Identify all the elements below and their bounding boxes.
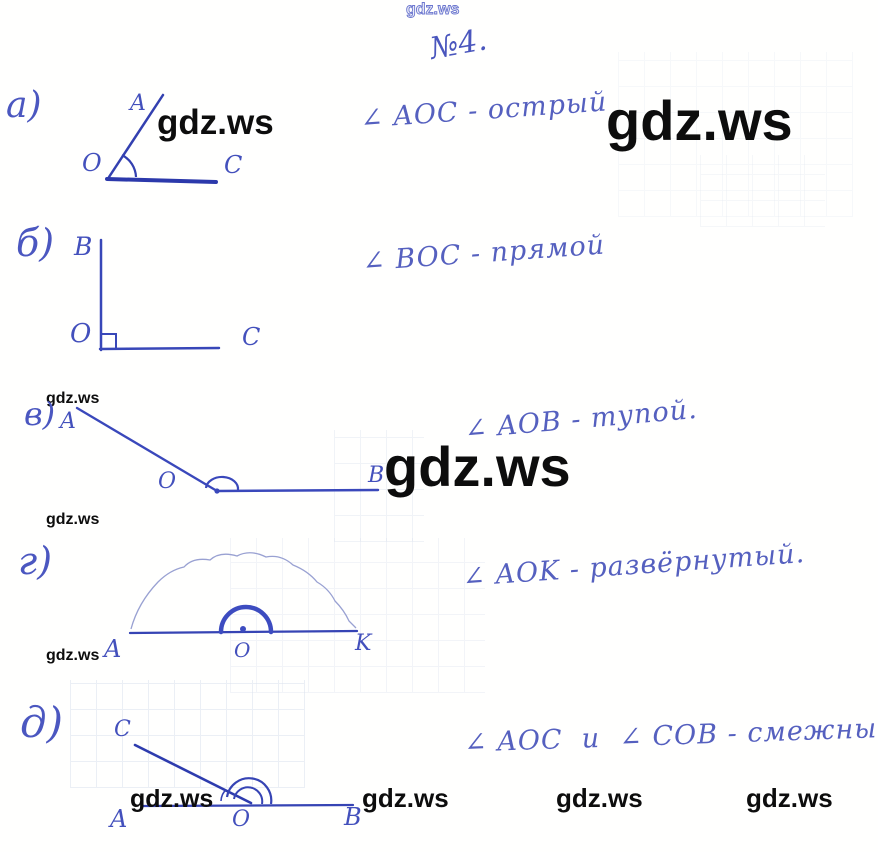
angle-d-ray-oc: [133, 743, 253, 805]
watermark-bottom-3: gdz.ws: [556, 783, 643, 813]
watermark-big-mid: gdz.ws: [384, 435, 571, 498]
point-label-c: C: [242, 323, 261, 351]
angle-a-ray-oa: [107, 93, 165, 179]
angle-d-arc-inner: [233, 786, 264, 805]
watermark-small-1: gdz.ws: [46, 390, 100, 407]
angle-b-right-angle-mark: [101, 333, 117, 349]
angle-a-arc: [121, 154, 138, 178]
watermark-small-3: gdz.ws: [46, 647, 100, 664]
section-v-label: в): [24, 395, 56, 433]
angle-v-vertex-dot: [214, 488, 220, 494]
section-g-label: г): [18, 539, 53, 583]
watermark-bottom-2: gdz.ws: [362, 783, 449, 813]
angle-v-ray-ob: [215, 488, 380, 493]
angle-d-arc-tick: [220, 789, 227, 802]
watermark-big-right: gdz.ws: [606, 89, 793, 152]
point-label-a: A: [104, 635, 122, 663]
point-label-a: A: [60, 409, 76, 434]
watermark-small-2: gdz.ws: [46, 511, 100, 528]
watermark-bottom-1: gdz.ws: [130, 785, 214, 813]
angle-a-ray-oc: [105, 177, 218, 184]
angle-d-line-ab: [141, 803, 355, 808]
point-label-b: B: [74, 232, 93, 261]
point-label-o: O: [158, 469, 177, 494]
section-b-label: б): [16, 221, 55, 265]
point-label-b: B: [344, 803, 362, 831]
angle-b-ray-oc: [98, 346, 221, 351]
section-d-label: д): [20, 698, 64, 747]
angle-g-faint-sketch-arc: [130, 552, 357, 630]
angle-g-arc: [218, 604, 274, 635]
angle-d-arc-outer: [225, 777, 273, 805]
point-label-a: A: [110, 805, 128, 833]
angle-v-ray-oa: [75, 406, 219, 493]
watermark-a: gdz.ws: [157, 103, 274, 142]
point-label-c: C: [114, 717, 131, 742]
point-label-o: O: [70, 319, 92, 349]
section-a-label: а): [6, 85, 42, 126]
point-label-o: O: [82, 149, 102, 177]
watermark-top: gdz.ws: [406, 1, 460, 18]
point-label-c: C: [224, 151, 243, 179]
watermark-bottom-4: gdz.ws: [746, 783, 833, 813]
point-label-o: O: [232, 807, 251, 832]
angle-g-vertex-dot: [240, 626, 246, 632]
point-label-a: A: [130, 91, 146, 116]
angle-g-line-ak: [128, 629, 359, 635]
point-label-b: B: [368, 463, 385, 488]
point-label-k: K: [355, 631, 372, 656]
point-label-o: O: [234, 638, 251, 662]
angle-v-arc: [204, 475, 240, 491]
